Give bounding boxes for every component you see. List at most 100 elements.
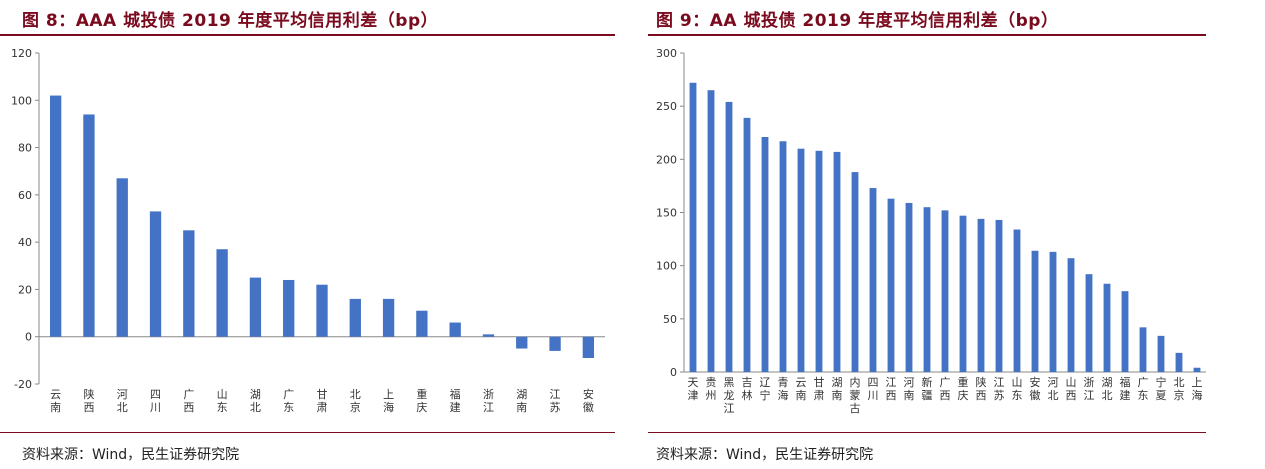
x-tick-label: 北京 [1174, 376, 1185, 402]
bar-甘肃 [316, 284, 328, 337]
x-tick-label: 陕西 [976, 375, 987, 402]
y-tick-label: 300 [656, 47, 677, 60]
x-tick-label: 重庆 [416, 387, 427, 414]
x-tick-label: 安徽 [1030, 375, 1041, 402]
y-tick-label: 150 [656, 207, 677, 220]
bar-河北 [1049, 251, 1057, 372]
x-tick-label: 山东 [217, 388, 228, 414]
x-tick-label: 江苏 [550, 388, 561, 414]
x-tick-label: 云南 [796, 376, 807, 402]
y-tick-label: 80 [18, 142, 32, 155]
bar-山东 [216, 249, 228, 337]
figure-8-panel: 图 8：AAA 城投债 2019 年度平均信用利差（bp） -20 0 20 40 60… [0, 0, 620, 469]
x-tick-label: 贵州 [706, 376, 717, 402]
bar-浙江 [1085, 274, 1093, 372]
x-tick-label: 黑龙江 [724, 376, 735, 415]
x-tick-label: 广西 [940, 376, 951, 402]
x-tick-label: 内蒙古 [850, 375, 861, 415]
y-tick-label: 20 [18, 283, 32, 296]
bar-安徽 [1031, 250, 1039, 372]
bar-广西 [183, 230, 195, 337]
bar-云南 [797, 148, 805, 372]
figure-8-title: 图 8：AAA 城投债 2019 年度平均信用利差（bp） [22, 11, 439, 31]
y-tick-label: 50 [663, 313, 677, 326]
bar-辽宁 [761, 137, 769, 372]
x-tick-label: 河北 [1048, 376, 1059, 402]
x-tick-label: 吉林 [742, 376, 753, 402]
x-tick-label: 北京 [350, 388, 361, 414]
bar-河南 [905, 202, 913, 372]
bar-新疆 [923, 207, 931, 372]
bar-宁夏 [1157, 335, 1165, 372]
x-tick-label: 浙江 [1084, 376, 1095, 402]
bar-山西 [1067, 258, 1075, 372]
bar-山东 [1013, 229, 1021, 372]
x-tick-label: 新疆 [922, 375, 933, 402]
bar-内蒙古 [851, 172, 859, 372]
figure-9-bottom-rule [648, 432, 1206, 433]
y-tick-label: 0 [670, 366, 677, 379]
bar-湖南 [516, 336, 528, 349]
y-tick-label: 60 [18, 189, 32, 202]
bar-广东 [1139, 327, 1147, 372]
x-tick-label: 上海 [1192, 376, 1203, 402]
x-tick-label: 湖北 [1102, 376, 1113, 402]
bar-湖北 [1103, 283, 1111, 372]
x-tick-label: 山西 [1066, 376, 1077, 402]
bar-黑龙江 [725, 101, 733, 372]
x-tick-label: 河南 [904, 376, 915, 402]
x-tick-label: 甘肃 [317, 388, 328, 414]
y-tick-label: -20 [14, 378, 32, 391]
figure-8-source: 资料来源：Wind，民生证券研究院 [22, 447, 240, 463]
figure-8-bar-chart: -20 0 20 40 60 80 100 120 云南陕西河北四川广西山东湖北广东甘肃北京上海… [11, 47, 605, 414]
figure-9-title: 图 9：AA 城投债 2019 年度平均信用利差（bp） [656, 11, 1059, 31]
bar-重庆 [416, 310, 428, 337]
figure-9-panel: 图 9：AA 城投债 2019 年度平均信用利差（bp） 0 50 100 150 20… [648, 0, 1265, 469]
x-tick-label: 宁夏 [1156, 375, 1167, 402]
bar-云南 [49, 95, 62, 337]
x-tick-label: 广东 [283, 388, 294, 414]
y-tick-label: 100 [656, 260, 677, 273]
bar-四川 [149, 211, 162, 337]
figure-8-top-rule [0, 34, 615, 36]
bar-上海 [1193, 367, 1201, 372]
bar-青海 [779, 141, 787, 372]
x-tick-label: 江西 [886, 376, 897, 402]
bar-北京 [349, 298, 361, 337]
bar-贵州 [707, 90, 715, 372]
bar-安徽 [582, 336, 595, 358]
x-tick-label: 广西 [183, 388, 194, 414]
x-tick-label: 湖北 [250, 388, 261, 414]
bar-北京 [1175, 352, 1183, 372]
x-tick-label: 福建 [1120, 375, 1131, 402]
y-tick-label: 40 [18, 236, 32, 249]
bar-浙江 [482, 334, 495, 337]
x-tick-label: 湖南 [516, 388, 527, 414]
bar-天津 [689, 82, 697, 373]
y-tick-label: 200 [656, 153, 677, 166]
x-tick-label: 安徽 [583, 387, 594, 414]
bar-重庆 [959, 215, 967, 372]
x-tick-label: 陕西 [83, 387, 94, 414]
x-tick-label: 河北 [117, 388, 128, 414]
bar-福建 [1121, 291, 1129, 372]
y-tick-label: 0 [25, 331, 32, 344]
bar-广东 [283, 279, 295, 337]
bar-江西 [887, 198, 895, 372]
bar-吉林 [743, 117, 751, 372]
bar-上海 [382, 298, 395, 337]
bar-福建 [449, 322, 461, 337]
figure-9-top-rule [648, 34, 1206, 36]
bar-河北 [116, 178, 128, 337]
bar-江苏 [995, 219, 1003, 372]
bar-湖北 [249, 277, 262, 337]
bar-湖南 [833, 151, 841, 372]
x-tick-label: 甘肃 [814, 376, 825, 402]
x-tick-label: 江苏 [994, 376, 1005, 402]
x-tick-label: 天津 [688, 376, 699, 402]
x-tick-label: 辽宁 [760, 376, 771, 402]
x-tick-label: 重庆 [958, 375, 969, 402]
bar-四川 [869, 188, 877, 372]
x-tick-label: 云南 [50, 388, 61, 414]
x-tick-label: 山东 [1012, 376, 1023, 402]
